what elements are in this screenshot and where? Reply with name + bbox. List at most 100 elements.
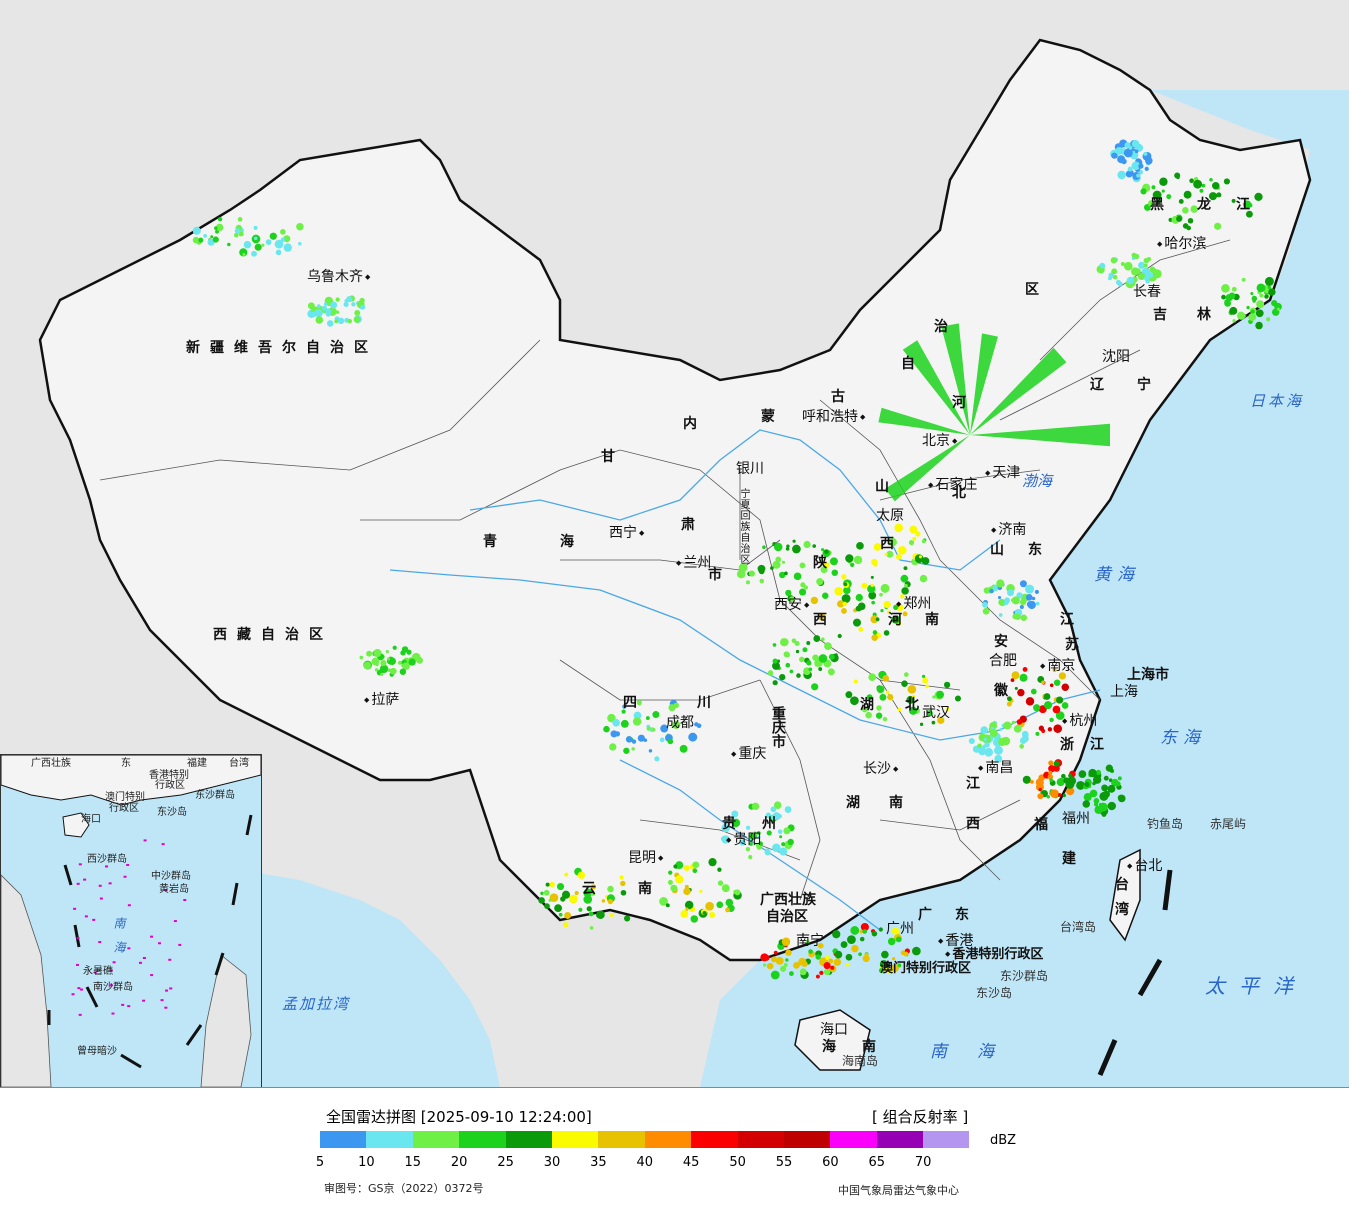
color-scale-tick: 20 (450, 1155, 468, 1170)
radar-echo (217, 217, 223, 222)
radar-echo (803, 585, 809, 590)
radar-echo (824, 549, 829, 554)
city-kunming[interactable]: 昆明 (628, 851, 663, 865)
radar-echo (1061, 702, 1069, 709)
color-swatch-1 (366, 1131, 413, 1148)
city-nanchang[interactable]: 南昌 (978, 761, 1013, 775)
radar-echo (815, 974, 820, 979)
radar-echo (786, 544, 790, 548)
radar-echo (269, 232, 277, 240)
radar-echo (811, 683, 819, 691)
city-shijiazhuang[interactable]: 石家庄 (928, 478, 977, 492)
radar-echo (921, 674, 926, 678)
radar-echo (1145, 157, 1153, 165)
radar-echo (1099, 262, 1105, 269)
color-swatch-10 (783, 1131, 831, 1148)
city-tianjin[interactable]: 天津 (985, 466, 1020, 480)
radar-echo (1023, 777, 1028, 782)
city-haikou[interactable]: 海口 (820, 1022, 848, 1038)
radar-echo (823, 962, 831, 970)
city-harbin[interactable]: 哈尔滨 (1157, 237, 1206, 251)
inset-island-mark (83, 878, 87, 881)
radar-echo (781, 638, 789, 646)
radar-echo (1123, 148, 1133, 158)
city-shanghai[interactable]: 上海 (1110, 684, 1138, 700)
radar-echo (1035, 778, 1044, 787)
radar-echo (841, 608, 847, 614)
city-beijing[interactable]: 北京 (922, 434, 957, 448)
city-lanzhou[interactable]: 兰州 (676, 556, 711, 570)
radar-echo (672, 720, 681, 729)
radar-echo (1020, 614, 1028, 621)
city-hangzhou[interactable]: 杭州 (1062, 714, 1097, 728)
city-changsha[interactable]: 长沙 (863, 762, 898, 776)
city-taiyuan[interactable]: 太原 (876, 508, 904, 524)
radar-echo (762, 545, 766, 549)
radar-echo (1176, 215, 1183, 222)
radar-echo (1013, 724, 1022, 733)
city-shenyang[interactable]: 沈阳 (1102, 349, 1130, 365)
city-yinchuan[interactable]: 银川 (736, 461, 764, 477)
data-source: 中国气象局雷达气象中心 (838, 1184, 959, 1197)
region-label-gu: 古 (831, 389, 845, 405)
radar-echo (1017, 688, 1025, 697)
city-nanning[interactable]: 南宁 (796, 933, 824, 949)
city-zhengzhou[interactable]: 郑州 (896, 597, 931, 611)
radar-echo (589, 926, 594, 930)
radar-echo (203, 234, 207, 238)
radar-echo (968, 737, 975, 745)
city-changchun[interactable]: 长春 (1133, 284, 1161, 300)
radar-echo (622, 704, 627, 709)
radar-echo (609, 913, 614, 917)
city-guangzhou[interactable]: 广州 (886, 921, 914, 937)
radar-echo (781, 842, 786, 847)
inset-island-mark (158, 942, 162, 945)
city-hohhot[interactable]: 呼和浩特 (802, 410, 865, 424)
city-nanjing[interactable]: 南京 (1040, 659, 1075, 673)
radar-echo (824, 642, 832, 650)
radar-echo (1046, 795, 1050, 799)
sea-label-bengal: 孟加拉湾 (282, 995, 351, 1013)
city-urumqi[interactable]: 乌鲁木齐 (307, 270, 370, 284)
radar-map[interactable]: 新疆维吾尔自治区 西藏自治区 青 海 甘 肃 内 蒙 古 自 治 区 黑 龙 江… (0, 0, 1349, 1088)
radar-echo (1035, 731, 1040, 736)
radar-echo (568, 894, 578, 904)
radar-echo (1003, 721, 1012, 730)
radar-echo (791, 638, 797, 643)
radar-echo (540, 891, 544, 895)
radar-echo (781, 937, 791, 946)
city-taipei[interactable]: 台北 (1127, 859, 1162, 873)
radar-echo (549, 893, 559, 903)
city-hefei[interactable]: 合肥 (989, 653, 1017, 669)
city-jinan[interactable]: 济南 (991, 523, 1026, 537)
radar-echo (793, 572, 802, 581)
inset-island-mark (108, 882, 112, 885)
radar-echo (1250, 309, 1255, 314)
radar-echo (702, 910, 707, 915)
inset-island-mark (78, 863, 82, 866)
city-hongkong[interactable]: 香港 (938, 934, 973, 948)
region-label-dong2: 东 (955, 907, 969, 923)
inset-island-mark (150, 974, 154, 977)
city-lhasa[interactable]: 拉萨 (364, 693, 399, 707)
sea-label-pacific: 太平洋 (1205, 974, 1307, 998)
radar-echo (1250, 291, 1254, 296)
inset-island-mark (80, 988, 84, 991)
radar-echo (675, 861, 684, 870)
city-wuhan[interactable]: 武汉 (922, 705, 950, 721)
city-guiyang[interactable]: 贵阳 (726, 833, 761, 847)
city-xian[interactable]: 西安 (774, 598, 809, 612)
radar-echo (772, 680, 778, 686)
region-label-nan4: 南 (862, 1039, 876, 1055)
inset-label-mo1: 澳门特别 (105, 792, 145, 803)
city-chengdu[interactable]: 成都 (666, 715, 694, 731)
city-fuzhou[interactable]: 福州 (1062, 811, 1090, 827)
radar-echo (1264, 294, 1269, 299)
city-xining[interactable]: 西宁 (609, 526, 644, 540)
radar-echo (783, 827, 791, 835)
radar-echo (1034, 589, 1039, 594)
radar-echo (812, 544, 817, 548)
radar-echo (1254, 192, 1263, 202)
inset-island-mark (77, 987, 81, 990)
city-chongqing[interactable]: 重庆 (731, 747, 766, 761)
